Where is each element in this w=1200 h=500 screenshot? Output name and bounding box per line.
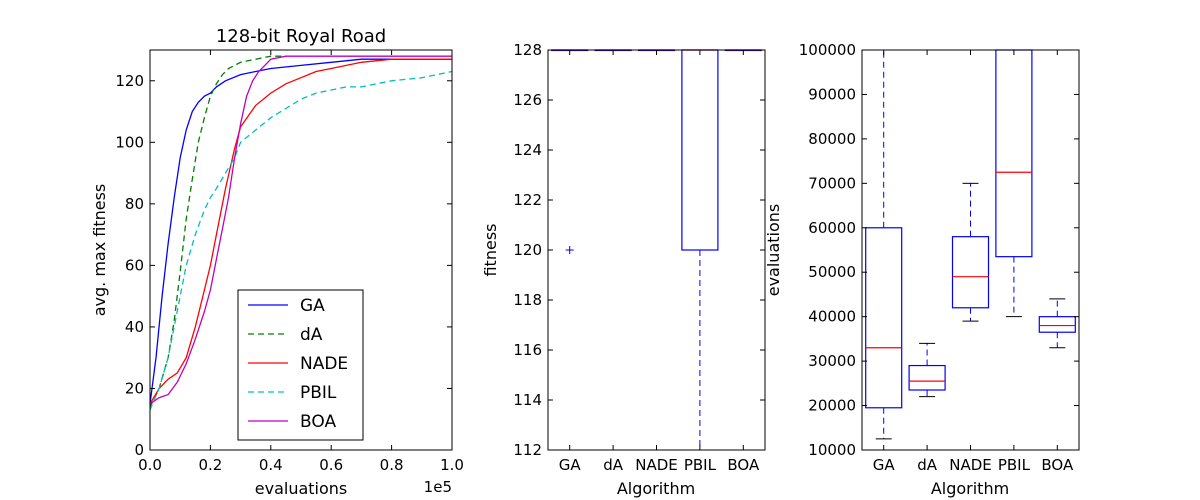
box-body (1038, 316, 1076, 333)
x-tick-label: 0.0 (138, 456, 162, 474)
y-tick-label: 30000 (808, 352, 856, 370)
box-body (681, 49, 719, 251)
box-body (908, 364, 946, 391)
y-tick-label: 114 (513, 391, 542, 409)
y-tick-label: 20 (125, 379, 144, 397)
legend-box (237, 289, 364, 441)
x-tick-label: NADE (949, 456, 992, 474)
x-tick-label: BOA (1041, 456, 1074, 474)
box-ga (865, 49, 903, 440)
x-tick-label: NADE (635, 456, 678, 474)
fitness-boxplot-panel: GA dA NADE PBIL BOA 112 114 116 118 120 122 124 126 1… (481, 41, 766, 498)
y-tick-label: 116 (513, 341, 542, 359)
y-tick-label: 40 (125, 318, 144, 336)
y-tick-label: 40000 (808, 308, 856, 326)
x-tick-label: GA (873, 456, 896, 474)
y-tick-label: 126 (513, 91, 542, 109)
x-tick-label: dA (603, 456, 624, 474)
series-line-pbil (149, 70, 453, 411)
x-axis-label: Algorithm (617, 479, 695, 498)
x-axis-label: evaluations (255, 479, 348, 498)
x-offset-label: 1e5 (424, 478, 452, 496)
y-tick-label: 112 (513, 441, 542, 459)
y-tick-label: 90000 (808, 85, 856, 103)
y-tick-label: 50000 (808, 263, 856, 281)
y-tick-label: 80000 (808, 130, 856, 148)
y-axis-label: fitness (481, 223, 500, 276)
y-tick-label: 128 (513, 41, 542, 59)
line-chart-panel: 0.0 0.2 0.4 0.6 0.8 1.0 0 20 40 60 80 100 120 128-bi… (90, 26, 464, 498)
x-tick-label: 0.8 (380, 456, 404, 474)
y-tick-label: 122 (513, 191, 542, 209)
box-body (865, 227, 903, 409)
y-tick-label: 60000 (808, 219, 856, 237)
box-pbil (681, 49, 719, 451)
box-boa (1038, 298, 1076, 349)
x-tick-label: 0.2 (198, 456, 222, 474)
x-tick-label: GA (559, 456, 582, 474)
plot-frame (149, 49, 453, 451)
evaluations-boxplot-panel: GA dA NADE PBIL BOA 10000 20000 30000 40000 50000… (764, 41, 1080, 498)
y-tick-label: 0 (134, 441, 144, 459)
series-lines (149, 55, 453, 411)
legend-label-pbil: PBIL (300, 383, 337, 403)
y-axis-label: avg. max fitness (90, 184, 109, 317)
x-tick-label: 0.6 (319, 456, 343, 474)
y-tick-label: 80 (125, 195, 144, 213)
x-tick-label: BOA (727, 456, 760, 474)
y-tick-label: 100000 (799, 41, 856, 59)
x-tick-label: 1.0 (440, 456, 464, 474)
box-body (951, 236, 990, 309)
chart-title: 128-bit Royal Road (216, 26, 386, 47)
y-tick-label: 20000 (808, 397, 856, 415)
legend-label-nade: NADE (300, 354, 348, 374)
x-tick-label: PBIL (998, 456, 1031, 474)
y-tick-label: 70000 (808, 174, 856, 192)
y-tick-label: 124 (513, 141, 542, 159)
legend-label-ga: GA (300, 296, 325, 316)
flier-point (565, 246, 574, 254)
plot-frame (547, 49, 766, 451)
box-body (995, 49, 1033, 258)
x-tick-label: PBIL (684, 456, 717, 474)
y-axis-label: evaluations (764, 204, 783, 297)
box-pbil (995, 49, 1033, 318)
x-tick-label: 0.4 (259, 456, 283, 474)
y-tick-label: 120 (513, 241, 542, 259)
x-tick-label: dA (917, 456, 938, 474)
y-tick-label: 100 (115, 133, 144, 151)
series-line-boa (149, 55, 452, 405)
y-tick-label: 10000 (808, 441, 856, 459)
x-axis-label: Algorithm (931, 479, 1009, 498)
legend-label-boa: BOA (300, 412, 336, 432)
y-tick-label: 120 (115, 72, 144, 90)
box-ga (551, 49, 589, 254)
legend-label-da: dA (300, 325, 323, 345)
box-da (908, 342, 946, 398)
series-line-da (149, 55, 286, 408)
box-nade (951, 182, 990, 322)
y-tick-label: 118 (513, 291, 542, 309)
plot-frame (861, 49, 1080, 451)
legend: GA dA NADE PBIL BOA (237, 289, 364, 441)
y-tick-label: 60 (125, 256, 144, 274)
